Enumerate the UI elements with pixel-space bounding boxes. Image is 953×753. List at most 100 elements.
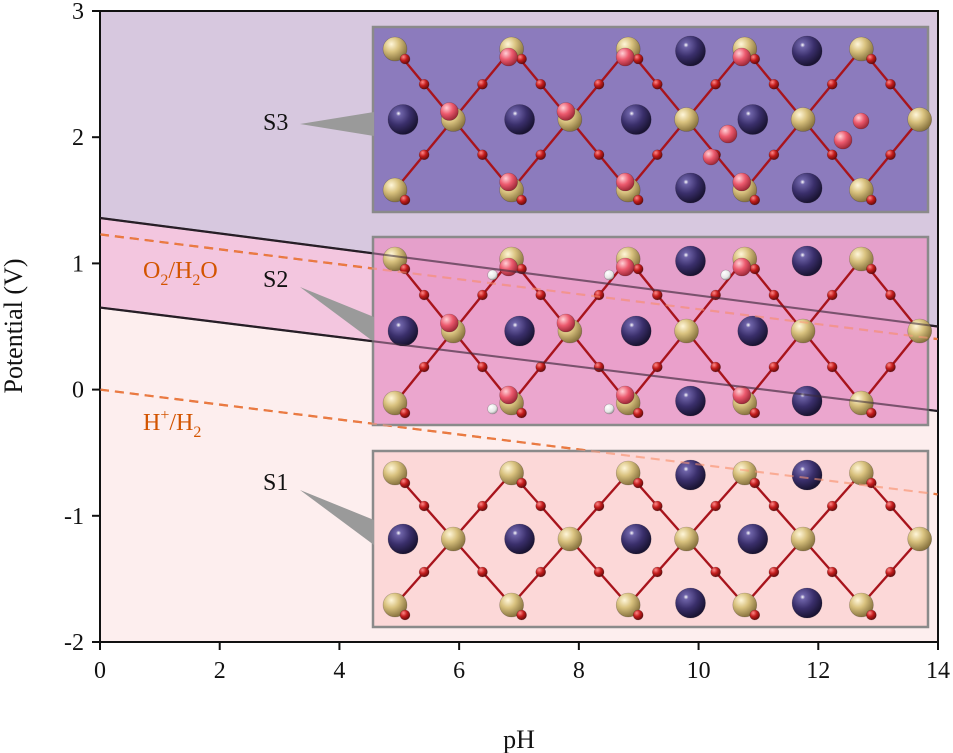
oxygen-atom [885, 566, 896, 578]
reference-overlay [100, 388, 938, 496]
oxygen-atom [768, 149, 780, 161]
oxygen-atom [477, 500, 488, 512]
oxygen-atom [826, 289, 838, 301]
x-tick-label: 0 [94, 658, 106, 684]
oxygen-atom [652, 361, 663, 373]
oxygen-atom [768, 289, 780, 301]
oxygen-atom [866, 477, 877, 489]
state-label-s1: S1 [263, 470, 288, 496]
oxygen-atom [399, 53, 411, 65]
oxygen-atom [768, 566, 780, 578]
x-tick-label: 14 [926, 658, 950, 684]
metal-atom [732, 592, 758, 618]
metal-atom [849, 246, 874, 272]
adsorbate-oxygen-atom [499, 257, 518, 277]
oxygen-atom [632, 477, 644, 489]
oxygen-atom [418, 566, 430, 578]
oxygen-atom [710, 566, 721, 578]
cation-atom [675, 459, 706, 491]
oxygen-atom [418, 289, 430, 301]
cation-atom [791, 459, 823, 491]
metal-atom [907, 526, 932, 552]
line-overlay [100, 216, 938, 496]
adsorbate-oxygen-atom [852, 112, 870, 130]
cation-atom [504, 104, 535, 135]
crystal-structure [382, 245, 932, 419]
oxygen-atom [516, 53, 527, 65]
cation-atom [675, 245, 706, 277]
h-h2-label: H+/H2 [143, 407, 201, 441]
cation-atom [675, 35, 706, 67]
y-tick-label: -1 [64, 504, 84, 530]
metal-atom [557, 526, 583, 552]
cation-atom [675, 172, 706, 204]
oxygen-atom [535, 500, 547, 512]
hydrogen-atom [720, 269, 732, 281]
oxygen-atom [768, 500, 780, 512]
oxygen-atom [885, 78, 896, 90]
cation-atom [675, 587, 706, 619]
x-tick-label: 12 [806, 658, 830, 684]
cation-atom [737, 523, 769, 555]
oxygen-atom [418, 78, 430, 90]
inset-pointer [300, 490, 374, 545]
oxygen-atom [826, 78, 838, 90]
x-tick-label: 10 [687, 658, 711, 684]
adsorbate-oxygen-atom [615, 385, 635, 405]
oxygen-atom [399, 194, 411, 206]
oxygen-atom [477, 289, 488, 301]
y-tick-label: 3 [72, 0, 84, 25]
oxygen-atom [535, 149, 547, 161]
x-tick-label: 6 [453, 658, 465, 684]
inset-s3: S3 [263, 25, 932, 214]
adsorbate-oxygen-atom [499, 172, 518, 192]
oxygen-atom [866, 407, 877, 419]
state-label-s2: S2 [263, 267, 288, 293]
adsorbate-oxygen-atom [732, 385, 752, 405]
oxygen-atom [477, 78, 488, 90]
cation-atom [620, 315, 652, 347]
oxygen-atom [866, 194, 877, 206]
oxygen-atom [866, 609, 877, 621]
oxygen-atom [632, 609, 644, 621]
adsorbate-oxygen-atom [556, 313, 576, 333]
oxygen-atom [399, 609, 411, 621]
oxygen-atom [749, 609, 761, 621]
metal-atom [732, 460, 758, 486]
oxygen-atom [516, 194, 527, 206]
metal-atom [674, 526, 699, 552]
metal-atom [499, 592, 524, 618]
adsorbate-oxygen-atom [732, 172, 752, 192]
cation-atom [620, 104, 652, 135]
oxygen-atom [768, 361, 780, 373]
oxygen-atom [632, 407, 644, 419]
cation-atom [791, 587, 823, 619]
oxygen-atom [866, 263, 877, 275]
x-tick-label: 4 [333, 658, 345, 684]
adsorbate-oxygen-atom [499, 47, 518, 67]
oxygen-atom [749, 477, 761, 489]
y-axis-title: Potential (V) [0, 258, 28, 393]
oxygen-atom [749, 53, 761, 65]
oxygen-atom [710, 500, 721, 512]
cation-atom [387, 523, 419, 555]
metal-atom [790, 107, 816, 132]
metal-atom [615, 592, 641, 618]
y-tick-label: 0 [72, 378, 84, 404]
oxygen-atom [826, 361, 838, 373]
oxygen-atom [749, 407, 761, 419]
oxygen-atom [593, 149, 605, 161]
oxygen-atom [749, 263, 761, 275]
oxygen-atom [516, 407, 527, 419]
cation-atom [387, 315, 419, 347]
adsorbate-oxygen-atom [556, 102, 576, 121]
metal-atom [790, 318, 816, 344]
oxygen-atom [593, 78, 605, 90]
inset-s2: S2 [263, 235, 932, 427]
hydrogen-atom [487, 269, 498, 281]
cation-atom [737, 104, 769, 135]
adsorbate-oxygen-atom [732, 257, 752, 277]
oxygen-atom [477, 149, 488, 161]
oxygen-atom [632, 53, 644, 65]
metal-atom [382, 592, 408, 618]
